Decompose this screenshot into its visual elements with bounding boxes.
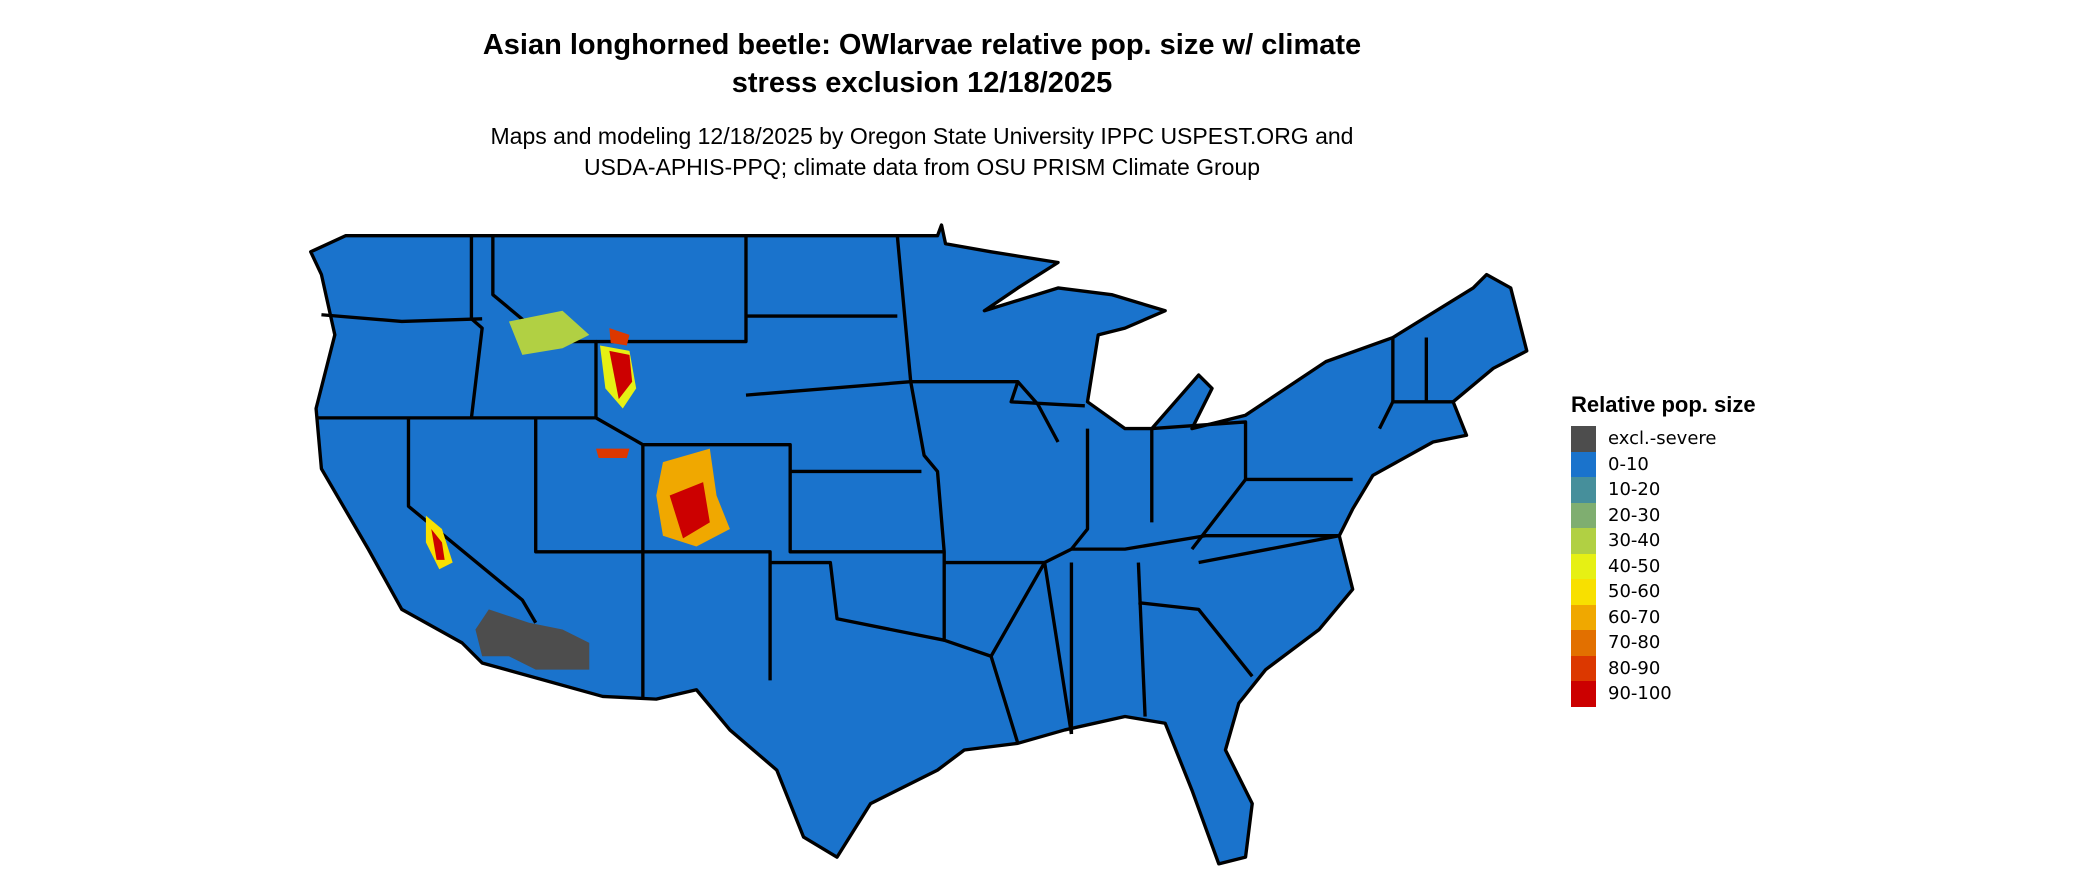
legend-swatch (1571, 630, 1596, 656)
legend-item: 10-20 (1571, 477, 1756, 503)
map-title: Asian longhorned beetle: OWlarvae relati… (322, 26, 1522, 102)
legend-swatch (1571, 451, 1596, 477)
map-subtitle: Maps and modeling 12/18/2025 by Oregon S… (322, 121, 1522, 183)
legend-item: 60-70 (1571, 604, 1756, 630)
high-population-patches (425, 310, 730, 670)
legend-swatch (1571, 502, 1596, 528)
legend-item: excl.-severe (1571, 426, 1756, 452)
legend: Relative pop. size excl.-severe 0-10 10-20… (1571, 392, 1756, 707)
legend-swatch (1571, 477, 1596, 503)
title-line-2: stress exclusion 12/18/2025 (731, 67, 1113, 99)
legend-swatch (1571, 655, 1596, 681)
subtitle-line-1: Maps and modeling 12/18/2025 by Oregon S… (490, 123, 1354, 149)
legend-label: 10-20 (1608, 479, 1661, 501)
legend-item: 30-40 (1571, 528, 1756, 554)
legend-swatch (1571, 579, 1596, 605)
legend-swatch (1571, 528, 1596, 554)
legend-swatch (1571, 426, 1596, 452)
legend-swatch (1571, 553, 1596, 579)
legend-item: 90-100 (1571, 681, 1756, 707)
legend-label: 40-50 (1608, 555, 1661, 577)
legend-item: 20-30 (1571, 502, 1756, 528)
legend-label: excl.-severe (1608, 428, 1717, 450)
legend-item: 40-50 (1571, 553, 1756, 579)
legend-swatch (1571, 604, 1596, 630)
subtitle-line-2: USDA-APHIS-PPQ; climate data from OSU PR… (583, 154, 1261, 180)
state-borders (316, 235, 1454, 744)
legend-label: 60-70 (1608, 606, 1661, 628)
legend-item: 50-60 (1571, 579, 1756, 605)
legend-label: 20-30 (1608, 504, 1661, 526)
excluded-desert (475, 609, 590, 670)
legend-swatch (1571, 681, 1596, 707)
legend-label: 90-100 (1608, 683, 1672, 705)
legend-label: 50-60 (1608, 581, 1661, 603)
patch-montana (508, 310, 590, 355)
legend-title: Relative pop. size (1571, 392, 1756, 417)
title-line-1: Asian longhorned beetle: OWlarvae relati… (482, 29, 1362, 61)
legend-item: 0-10 (1571, 451, 1756, 477)
us-outline (309, 223, 1529, 866)
legend-item: 70-80 (1571, 630, 1756, 656)
legend-label: 80-90 (1608, 657, 1661, 679)
legend-item: 80-90 (1571, 655, 1756, 681)
legend-label: 70-80 (1608, 632, 1661, 654)
legend-label: 30-40 (1608, 530, 1661, 552)
legend-label: 0-10 (1608, 453, 1649, 475)
